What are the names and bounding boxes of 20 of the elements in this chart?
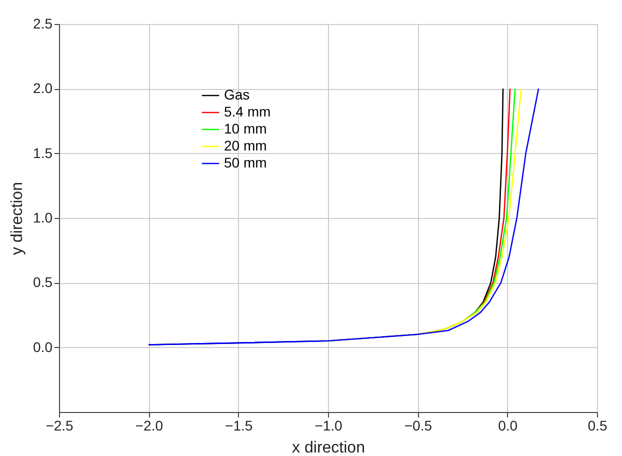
legend-label: Gas	[224, 86, 250, 102]
legend-label: 20 mm	[224, 138, 267, 154]
x-tick-label: −2.0	[135, 418, 164, 434]
x-tick-label: −1.0	[314, 418, 343, 434]
legend-label: 5.4 mm	[224, 104, 271, 120]
legend-label: 10 mm	[224, 120, 267, 136]
x-tick-label: 0.5	[588, 418, 608, 434]
y-tick-label: 0.5	[33, 274, 53, 290]
legend-label: 50 mm	[224, 154, 267, 170]
y-tick-label: 2.5	[33, 16, 53, 32]
x-tick-label: −1.5	[225, 418, 253, 434]
y-tick-label: 1.5	[33, 144, 53, 161]
x-tick-label: −2.5	[46, 418, 74, 434]
x-tick-label: 0.0	[498, 418, 518, 434]
y-tick-label: 1.0	[33, 210, 53, 226]
y-tick-label: 2.0	[33, 80, 53, 96]
x-tick-label: −0.5	[404, 418, 432, 434]
y-tick-label: 0.0	[33, 338, 53, 355]
x-axis-title: x direction	[292, 440, 365, 456]
y-axis-title: y direction	[9, 182, 26, 255]
